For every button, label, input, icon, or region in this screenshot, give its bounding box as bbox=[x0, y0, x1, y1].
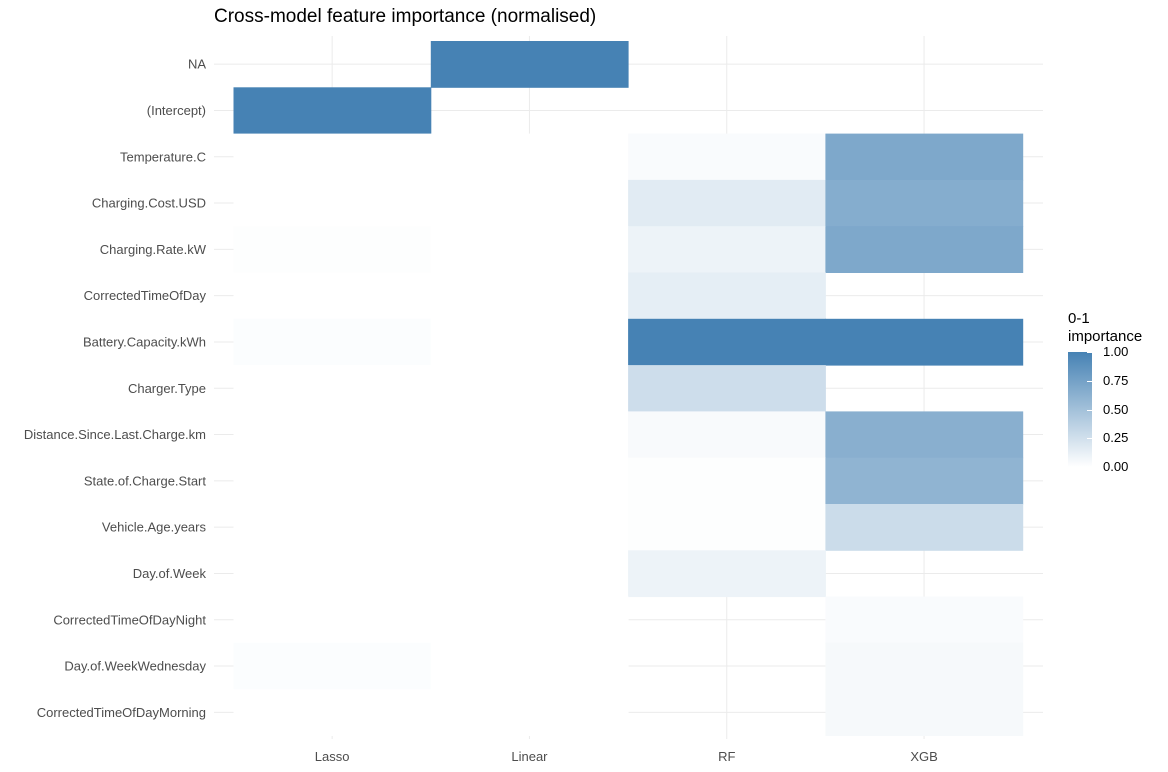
heatmap-tile bbox=[628, 504, 826, 551]
y-tick-label: CorrectedTimeOfDayMorning bbox=[37, 705, 206, 720]
heatmap-tile bbox=[233, 457, 432, 505]
heatmap-tile bbox=[430, 411, 629, 459]
y-tick-label: Charger.Type bbox=[128, 381, 206, 396]
heatmap-tile bbox=[233, 318, 432, 366]
heatmap-tile bbox=[825, 457, 1024, 505]
heatmap-tile bbox=[430, 133, 629, 181]
heatmap-tile bbox=[628, 318, 826, 366]
y-tick-label: NA bbox=[188, 57, 206, 72]
color-legend: 0-1 importance 1.00 0.75 0.50 0.25 0.00 bbox=[1068, 310, 1168, 474]
heatmap-tile bbox=[628, 411, 826, 459]
legend-tick-mark bbox=[1087, 352, 1092, 353]
heatmap-tile bbox=[430, 689, 629, 736]
heatmap-tiles bbox=[233, 41, 1024, 736]
heatmap-tile bbox=[825, 642, 1024, 690]
heatmap-tile bbox=[430, 550, 629, 598]
heatmap-tile bbox=[825, 596, 1024, 644]
y-tick-label: Charging.Cost.USD bbox=[92, 196, 206, 211]
y-tick-label: Charging.Rate.kW bbox=[100, 242, 207, 257]
heatmap-tile bbox=[233, 642, 432, 690]
legend-title-line1: 0-1 bbox=[1068, 310, 1090, 327]
legend-tick-mark bbox=[1087, 438, 1092, 440]
y-tick-label: Vehicle.Age.years bbox=[102, 520, 207, 535]
heatmap-tile bbox=[825, 226, 1024, 273]
heatmap-tile bbox=[628, 365, 826, 412]
legend-tick-mark bbox=[1087, 409, 1092, 411]
y-tick-label: Day.of.Week bbox=[133, 566, 207, 581]
legend-tick-label: 1.00 bbox=[1103, 344, 1129, 359]
heatmap-tile bbox=[430, 272, 629, 320]
heatmap-tile bbox=[825, 133, 1024, 181]
x-tick-label: Linear bbox=[511, 749, 548, 764]
y-axis-labels: NA (Intercept) Temperature.C Charging.Cost.… bbox=[24, 57, 207, 720]
legend-tick-label: 0.75 bbox=[1103, 372, 1129, 388]
heatmap-tile bbox=[825, 504, 1024, 551]
heatmap-tile bbox=[233, 226, 432, 273]
heatmap-tile bbox=[233, 596, 432, 644]
legend-tick-label: 0.00 bbox=[1103, 459, 1129, 474]
heatmap-tile bbox=[233, 179, 432, 227]
y-tick-label: State.of.Charge.Start bbox=[84, 473, 207, 488]
heatmap-tile bbox=[628, 179, 826, 227]
heatmap-tile bbox=[430, 642, 629, 690]
y-tick-label: CorrectedTimeOfDayNight bbox=[53, 612, 206, 627]
legend-tick-label: 0.25 bbox=[1103, 430, 1129, 446]
x-axis-labels: Lasso Linear RF XGB bbox=[315, 749, 938, 764]
chart-title: Cross-model feature importance (normalis… bbox=[214, 6, 597, 27]
y-tick-label: Day.of.WeekWednesday bbox=[64, 659, 206, 674]
y-tick-label: Distance.Since.Last.Charge.km bbox=[24, 427, 206, 442]
y-tick-label: CorrectedTimeOfDay bbox=[84, 288, 207, 303]
y-tick-label: Temperature.C bbox=[120, 149, 206, 164]
x-tick-label: Lasso bbox=[315, 749, 350, 764]
heatmap-tile bbox=[825, 179, 1024, 227]
heatmap-tile bbox=[825, 689, 1024, 736]
x-tick-label: XGB bbox=[910, 749, 937, 764]
legend-tick-mark bbox=[1087, 467, 1092, 468]
heatmap-tile bbox=[825, 318, 1024, 366]
heatmap-tile bbox=[628, 550, 826, 598]
legend-tick-label: 0.50 bbox=[1103, 401, 1129, 417]
heatmap-tile bbox=[233, 689, 432, 736]
x-tick-label: RF bbox=[718, 749, 735, 764]
heatmap-tile bbox=[430, 179, 629, 227]
heatmap-tile bbox=[430, 504, 629, 551]
heatmap-tile bbox=[233, 272, 432, 320]
heatmap-tile bbox=[628, 457, 826, 505]
heatmap-tile bbox=[825, 411, 1024, 459]
legend-title: 0-1 importance bbox=[1068, 310, 1168, 346]
heatmap-tile bbox=[628, 133, 826, 181]
heatmap-tile bbox=[233, 411, 432, 459]
heatmap-tile bbox=[628, 272, 826, 320]
heatmap-tile bbox=[233, 504, 432, 551]
heatmap-tile bbox=[233, 550, 432, 598]
y-tick-label: (Intercept) bbox=[147, 103, 206, 118]
heatmap-tile bbox=[430, 457, 629, 505]
legend-title-line2: importance bbox=[1068, 328, 1143, 345]
y-tick-label: Battery.Capacity.kWh bbox=[83, 334, 206, 349]
heatmap-tile bbox=[233, 133, 432, 181]
heatmap-tile bbox=[430, 41, 629, 88]
legend-colorbar-wrap: 1.00 0.75 0.50 0.25 0.00 bbox=[1068, 345, 1168, 474]
heatmap-tile bbox=[430, 226, 629, 273]
heatmap-tile bbox=[628, 226, 826, 273]
heatmap-tile bbox=[233, 87, 432, 135]
heatmap-tile bbox=[430, 318, 629, 366]
heatmap-tile bbox=[233, 365, 432, 412]
heatmap-tile bbox=[430, 365, 629, 412]
legend-tick-mark bbox=[1087, 380, 1092, 382]
heatmap-tile bbox=[430, 596, 629, 644]
